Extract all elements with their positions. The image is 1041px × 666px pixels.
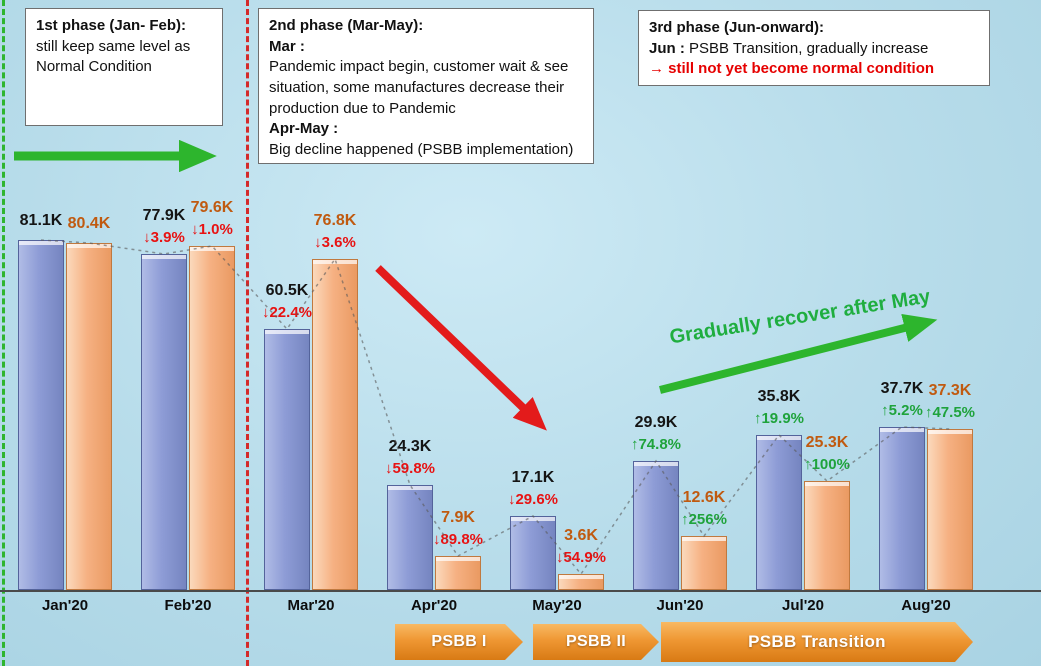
x-axis-label-Jul'20: Jul'20 [782, 597, 824, 614]
bar-orange-Aug'20 [927, 429, 973, 590]
phase2-mar-text: Pandemic impact begin, customer wait & s… [269, 58, 569, 117]
x-axis-label-Jun'20: Jun'20 [656, 597, 704, 614]
psbb1-banner: PSBB I [395, 624, 523, 660]
bar-blue-Feb'20 [141, 254, 187, 590]
x-axis-line [0, 590, 1041, 592]
bar-blue-Aug'20 [879, 427, 925, 590]
x-axis-label-Aug'20: Aug'20 [901, 597, 951, 614]
value-label-blue-May'20: 17.1K [511, 469, 555, 486]
value-label-orange-Jun'20: 12.6K [682, 489, 726, 506]
phase3-jun-label: Jun : [649, 39, 685, 57]
phase2-aprmay-text: Big decline happened (PSBB implementatio… [269, 141, 574, 159]
phase3-note-box: 3rd phase (Jun-onward): Jun : PSBB Trans… [638, 10, 990, 86]
x-axis-label-Apr'20: Apr'20 [410, 597, 458, 614]
value-label-orange-Jul'20: 25.3K [805, 434, 849, 451]
phase2-mar-label: Mar : [269, 37, 305, 55]
bar-orange-May'20 [558, 574, 604, 590]
value-label-orange-Aug'20: 37.3K [928, 382, 972, 399]
value-label-orange-May'20: 3.6K [564, 527, 598, 544]
bar-blue-Jan'20 [18, 240, 64, 590]
change-label-orange-Apr'20: ↓89.8% [432, 531, 484, 548]
value-label-orange-Mar'20: 76.8K [313, 212, 357, 229]
phase3-title: 3rd phase (Jun-onward): [649, 19, 825, 36]
phase1-title: 1st phase (Jan- Feb): [36, 17, 187, 34]
phase3-jun-text: PSBB Transition, gradually increase [689, 39, 929, 57]
phase1-note-box: 1st phase (Jan- Feb): still keep same le… [25, 8, 223, 126]
value-label-blue-Apr'20: 24.3K [388, 438, 432, 455]
change-label-blue-May'20: ↓29.6% [507, 491, 559, 508]
phase1-body: still keep same level as Normal Conditio… [36, 37, 191, 76]
change-label-orange-May'20: ↓54.9% [555, 549, 607, 566]
psbb-transition-banner: PSBB Transition [661, 622, 973, 662]
value-label-blue-Feb'20: 77.9K [142, 207, 186, 224]
phase3-warning: → still not yet become normal condition [649, 60, 935, 78]
x-axis-label-May'20: May'20 [532, 597, 582, 614]
bar-orange-Mar'20 [312, 259, 358, 590]
value-label-orange-Jan'20: 80.4K [67, 215, 111, 232]
bar-orange-Jun'20 [681, 536, 727, 590]
value-label-orange-Feb'20: 79.6K [190, 199, 234, 216]
phase3-jun-line: Jun : PSBB Transition, gradually increas… [649, 39, 979, 60]
value-label-orange-Apr'20: 7.9K [441, 509, 475, 526]
phase2-aprmay-label: Apr-May : [269, 120, 339, 138]
x-axis-label-Mar'20: Mar'20 [287, 597, 335, 614]
psbb2-banner: PSBB II [533, 624, 659, 660]
bar-orange-Jul'20 [804, 481, 850, 590]
change-label-orange-Jun'20: ↑256% [681, 511, 727, 528]
change-label-orange-Aug'20: ↑47.5% [924, 404, 976, 421]
green-dashed-edge-line [2, 0, 5, 666]
value-label-blue-Jul'20: 35.8K [757, 388, 801, 405]
change-label-orange-Feb'20: ↓1.0% [191, 221, 233, 238]
bar-orange-Feb'20 [189, 246, 235, 590]
bar-blue-Mar'20 [264, 329, 310, 590]
x-axis-label-Feb'20: Feb'20 [164, 597, 212, 614]
bar-orange-Apr'20 [435, 556, 481, 590]
change-label-blue-Jul'20: ↑19.9% [753, 410, 805, 427]
value-label-blue-Jan'20: 81.1K [19, 212, 63, 229]
change-label-blue-Apr'20: ↓59.8% [384, 460, 436, 477]
phase2-title: 2nd phase (Mar-May): [269, 17, 424, 34]
change-label-orange-Mar'20: ↓3.6% [314, 234, 356, 251]
bar-orange-Jan'20 [66, 243, 112, 590]
value-label-blue-Jun'20: 29.9K [634, 414, 678, 431]
change-label-blue-Jun'20: ↑74.8% [630, 436, 682, 453]
change-label-orange-Jul'20: ↑100% [804, 456, 850, 473]
x-axis-label-Jan'20: Jan'20 [41, 597, 89, 614]
phase2-note-box: 2nd phase (Mar-May): Mar : Pandemic impa… [258, 8, 594, 164]
